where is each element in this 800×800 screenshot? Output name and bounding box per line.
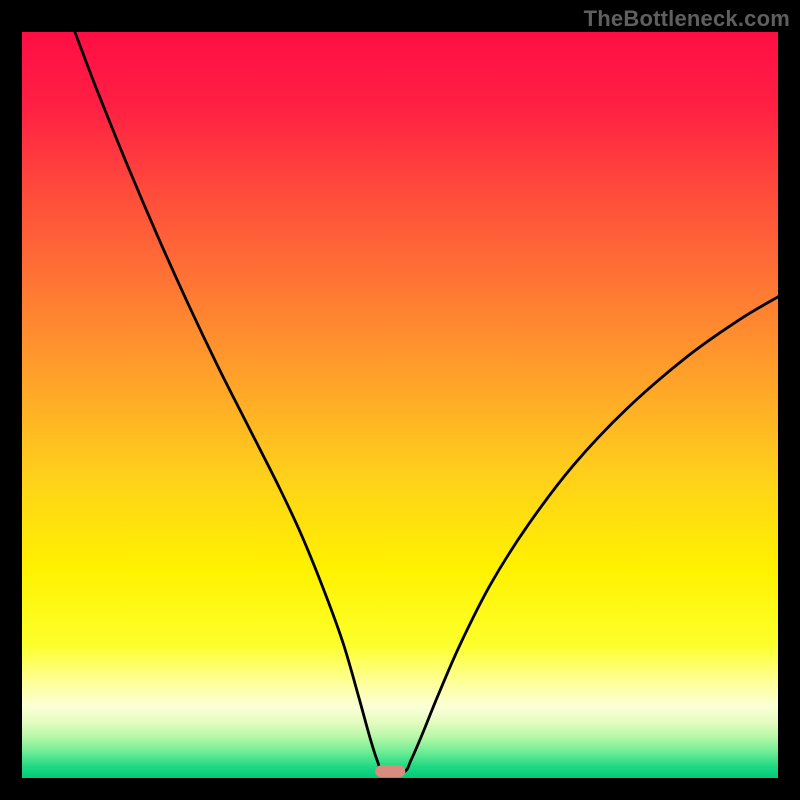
figure-frame: TheBottleneck.com — [0, 0, 800, 800]
optimal-marker — [375, 765, 405, 777]
plot-area — [22, 32, 778, 778]
chart-svg — [22, 32, 778, 778]
gradient-background — [22, 32, 778, 778]
watermark-text: TheBottleneck.com — [584, 6, 790, 32]
